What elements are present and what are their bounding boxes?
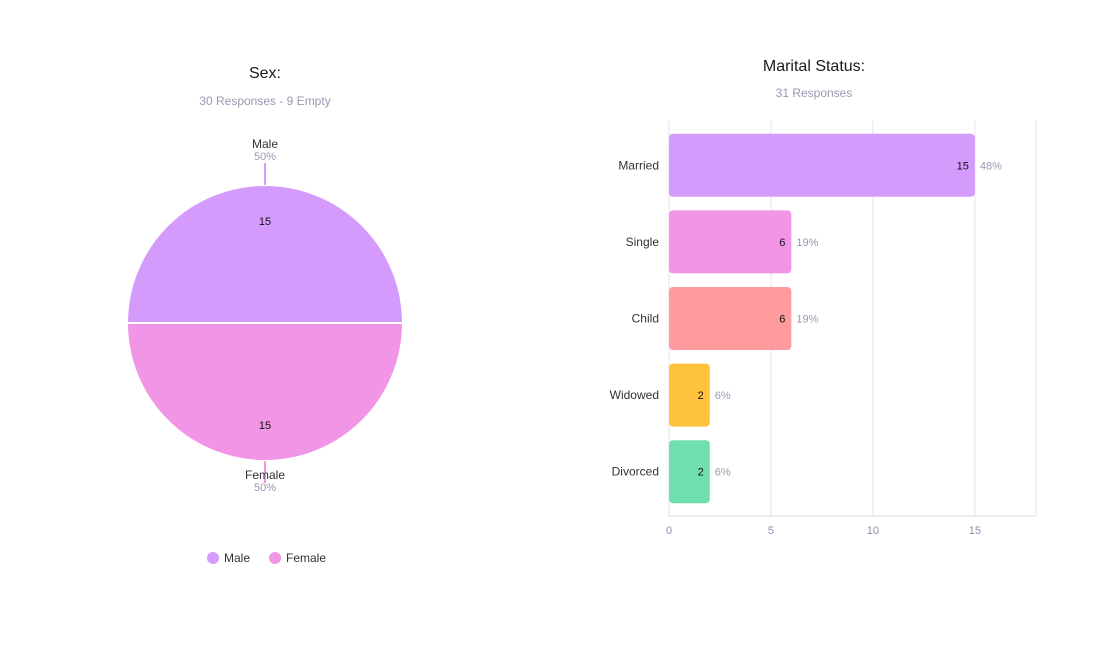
bar-title: Marital Status: — [763, 58, 865, 75]
pie-percent-label-female: 50% — [254, 482, 276, 494]
marital-status-bar-chart: Marital Status: 31 Responses Married 15 48… — [610, 58, 1037, 537]
bar-widowed[interactable] — [669, 363, 710, 427]
bar-percent-label-married: 48% — [980, 160, 1002, 172]
bar-category-label-married: Married — [618, 158, 659, 172]
bar-married[interactable] — [669, 133, 975, 197]
pie-slice-female[interactable] — [125, 322, 405, 462]
x-tick-label: 15 — [969, 525, 981, 537]
x-tick-label: 10 — [867, 525, 879, 537]
bar-value-label-single: 6 — [779, 237, 785, 249]
legend-swatch-female[interactable] — [269, 552, 281, 564]
bar-value-label-widowed: 2 — [698, 390, 704, 402]
legend-label-male[interactable]: Male — [224, 551, 250, 565]
bar-value-label-child: 6 — [779, 314, 785, 326]
legend-label-female[interactable]: Female — [286, 551, 326, 565]
pie-percent-label-male: 50% — [254, 151, 276, 163]
pie-value-label-male: 15 — [259, 216, 271, 228]
pie-title: Sex: — [249, 65, 281, 82]
bar-category-label-widowed: Widowed — [610, 388, 659, 402]
bar-category-label-single: Single — [626, 235, 660, 249]
pie-value-label-female: 15 — [259, 420, 271, 432]
bar-subtitle: 31 Responses — [776, 86, 853, 100]
pie-category-label-female: Female — [245, 468, 285, 482]
bar-category-label-divorced: Divorced — [612, 465, 659, 479]
pie-slice-male[interactable] — [125, 184, 405, 324]
bar-percent-label-divorced: 6% — [715, 467, 731, 479]
bar-divorced[interactable] — [669, 440, 710, 504]
x-tick-label: 5 — [768, 525, 774, 537]
bar-single[interactable] — [669, 210, 792, 274]
bar-percent-label-single: 19% — [796, 237, 818, 249]
pie-category-label-male: Male — [252, 137, 278, 151]
bar-percent-label-widowed: 6% — [715, 390, 731, 402]
bar-value-label-married: 15 — [957, 160, 969, 172]
sex-pie-chart: Sex: 30 Responses - 9 Empty 15Male50%15F… — [125, 65, 405, 565]
bar-percent-label-child: 19% — [796, 314, 818, 326]
bar-child[interactable] — [669, 287, 792, 350]
x-tick-label: 0 — [666, 525, 672, 537]
legend-swatch-male[interactable] — [207, 552, 219, 564]
pie-subtitle: 30 Responses - 9 Empty — [199, 94, 330, 108]
bar-category-label-child: Child — [632, 312, 659, 326]
bar-value-label-divorced: 2 — [698, 467, 704, 479]
